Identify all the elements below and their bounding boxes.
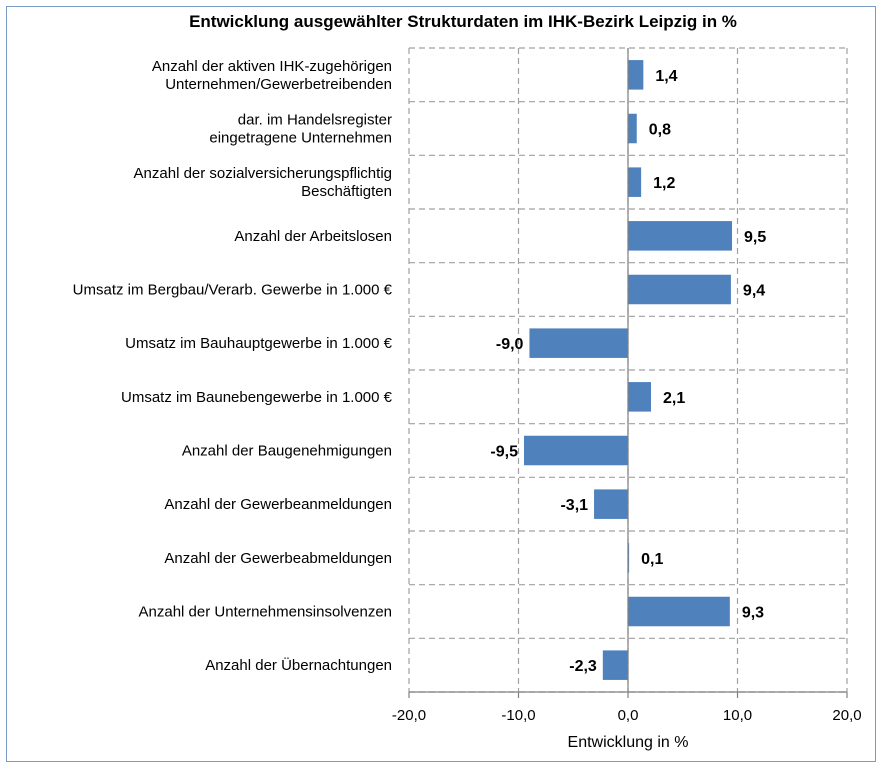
category-label-line: dar. im Handelsregister	[238, 112, 392, 129]
bar	[628, 113, 637, 144]
x-tick-label: 20,0	[832, 707, 861, 724]
bar	[628, 274, 731, 305]
data-label: 0,1	[641, 551, 663, 568]
category-label-line: Umsatz im Bergbau/Verarb. Gewerbe in 1.0…	[73, 282, 393, 299]
category-label: dar. im Handelsregister eingetragene Unte…	[209, 112, 392, 147]
category-label-line: Anzahl der Gewerbeanmeldungen	[164, 496, 392, 513]
category-label-line: eingetragene Unternehmen	[209, 130, 392, 147]
bar	[529, 328, 628, 358]
category-label: Anzahl der aktiven IHK-zugehörigen Untern…	[152, 58, 392, 93]
category-label: Anzahl der Gewerbeabmeldungen	[164, 550, 392, 567]
x-tick-label: -20,0	[392, 707, 426, 724]
x-tick-labels: -20,0 -10,0 0,0 10,0 20,0	[392, 707, 862, 724]
bar	[628, 221, 733, 251]
data-label: -2,3	[569, 658, 597, 675]
category-label-line: Anzahl der Arbeitslosen	[234, 228, 392, 245]
data-label: -3,1	[560, 497, 588, 514]
bar	[628, 60, 644, 90]
bar	[628, 167, 642, 197]
bar	[628, 596, 730, 627]
chart-frame	[6, 6, 876, 762]
category-label-line: Anzahl der Baugenehmigungen	[182, 443, 392, 460]
category-label-line: Umsatz im Bauhauptgewerbe in 1.000 €	[125, 335, 392, 352]
x-tick-label: 0,0	[618, 707, 639, 724]
data-label: 9,4	[743, 283, 765, 300]
category-label: Anzahl der sozialversicherungspflichtig B…	[134, 165, 392, 200]
data-label: -9,0	[496, 336, 524, 353]
category-label: Anzahl der Arbeitslosen	[234, 228, 392, 245]
bar	[594, 489, 628, 519]
category-label-line: Anzahl der aktiven IHK-zugehörigen	[152, 58, 392, 75]
category-label-line: Anzahl der sozialversicherungspflichtig	[134, 165, 392, 182]
x-axis-label: Entwicklung in %	[568, 734, 689, 751]
category-label: Anzahl der Baugenehmigungen	[182, 443, 392, 460]
category-label: Umsatz im Bauhauptgewerbe in 1.000 €	[125, 335, 392, 352]
bar	[602, 650, 628, 680]
bars	[523, 48, 733, 692]
data-label: 1,4	[655, 68, 677, 85]
category-label: Anzahl der Unternehmensinsolvenzen	[139, 604, 392, 621]
category-label: Umsatz im Bergbau/Verarb. Gewerbe in 1.0…	[73, 282, 393, 299]
data-label: -9,5	[490, 444, 518, 461]
category-label: Anzahl der Übernachtungen	[205, 656, 392, 674]
category-label-line: Unternehmen/Gewerbetreibenden	[165, 76, 392, 93]
category-label-line: Anzahl der Gewerbeabmeldungen	[164, 550, 392, 567]
x-tick-label: -10,0	[501, 707, 535, 724]
x-tick-label: 10,0	[723, 707, 752, 724]
data-label: 1,2	[653, 175, 675, 192]
chart-title: Entwicklung ausgewählter Strukturdaten i…	[189, 12, 737, 31]
bar	[628, 382, 651, 412]
category-label-line: Umsatz im Baunebengewerbe in 1.000 €	[121, 389, 393, 406]
data-label: 9,5	[744, 229, 766, 246]
data-label: 9,3	[742, 605, 764, 622]
category-label: Anzahl der Gewerbeanmeldungen	[164, 496, 392, 513]
data-label: 2,1	[663, 390, 685, 407]
category-label-line: Beschäftigten	[301, 183, 392, 200]
data-labels: 1,4 0,8 1,2 9,5 9,4 -9,0 2,1 -9,5 -3,1 0,1 9,3 -2,3	[490, 68, 766, 675]
category-labels: Anzahl der aktiven IHK-zugehörigen Untern…	[73, 58, 393, 674]
category-label: Umsatz im Baunebengewerbe in 1.000 €	[121, 389, 393, 406]
data-label: 0,8	[649, 122, 671, 139]
category-label-line: Anzahl der Unternehmensinsolvenzen	[139, 604, 392, 621]
bar	[523, 435, 628, 466]
category-label-line: Anzahl der Übernachtungen	[205, 656, 392, 674]
